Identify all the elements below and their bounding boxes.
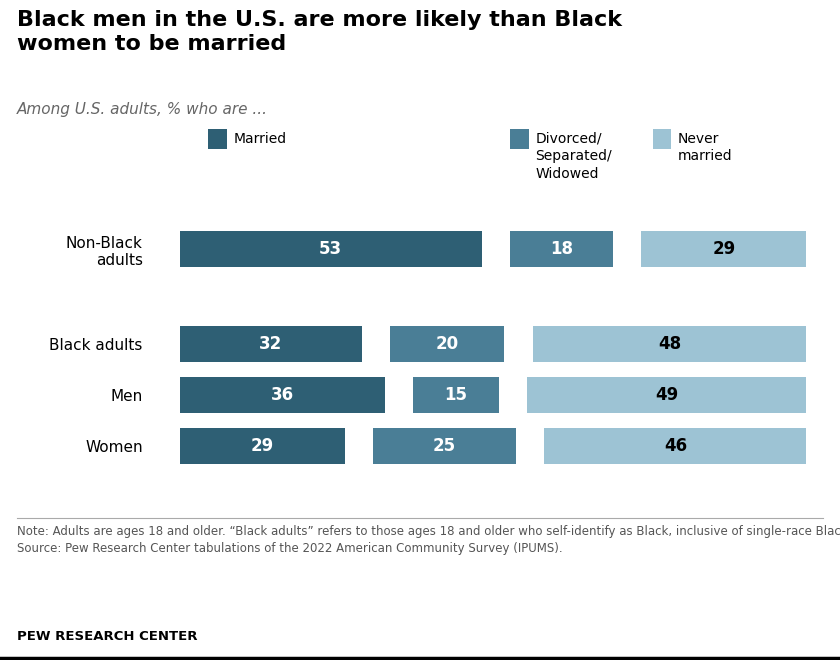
Bar	[641, 231, 806, 267]
Bar	[510, 231, 612, 267]
Text: Married: Married	[234, 132, 286, 146]
Text: 48: 48	[658, 335, 681, 353]
Text: 46: 46	[664, 437, 687, 455]
Text: 25: 25	[433, 437, 456, 455]
Bar	[533, 325, 806, 362]
Text: Divorced/
Separated/
Widowed: Divorced/ Separated/ Widowed	[535, 132, 612, 181]
Bar	[413, 377, 499, 413]
Text: 20: 20	[436, 335, 459, 353]
Text: 29: 29	[250, 437, 274, 455]
Bar	[180, 325, 362, 362]
Bar	[180, 231, 481, 267]
Text: Black men in the U.S. are more likely than Black
women to be married: Black men in the U.S. are more likely th…	[17, 10, 622, 54]
Bar	[374, 428, 516, 464]
Text: Note: Adults are ages 18 and older. “Black adults” refers to those ages 18 and o: Note: Adults are ages 18 and older. “Bla…	[17, 525, 840, 554]
Text: 53: 53	[319, 240, 342, 258]
Text: 18: 18	[550, 240, 573, 258]
Bar	[544, 428, 806, 464]
Bar	[528, 377, 806, 413]
Text: 49: 49	[655, 386, 679, 404]
Bar	[180, 377, 385, 413]
Text: Among U.S. adults, % who are ...: Among U.S. adults, % who are ...	[17, 102, 268, 117]
Bar	[391, 325, 505, 362]
Text: PEW RESEARCH CENTER: PEW RESEARCH CENTER	[17, 630, 197, 644]
Text: 36: 36	[270, 386, 294, 404]
Bar	[180, 428, 345, 464]
Text: Never
married: Never married	[678, 132, 732, 163]
Text: 15: 15	[444, 386, 468, 404]
Text: 29: 29	[712, 240, 735, 258]
Text: 32: 32	[260, 335, 282, 353]
